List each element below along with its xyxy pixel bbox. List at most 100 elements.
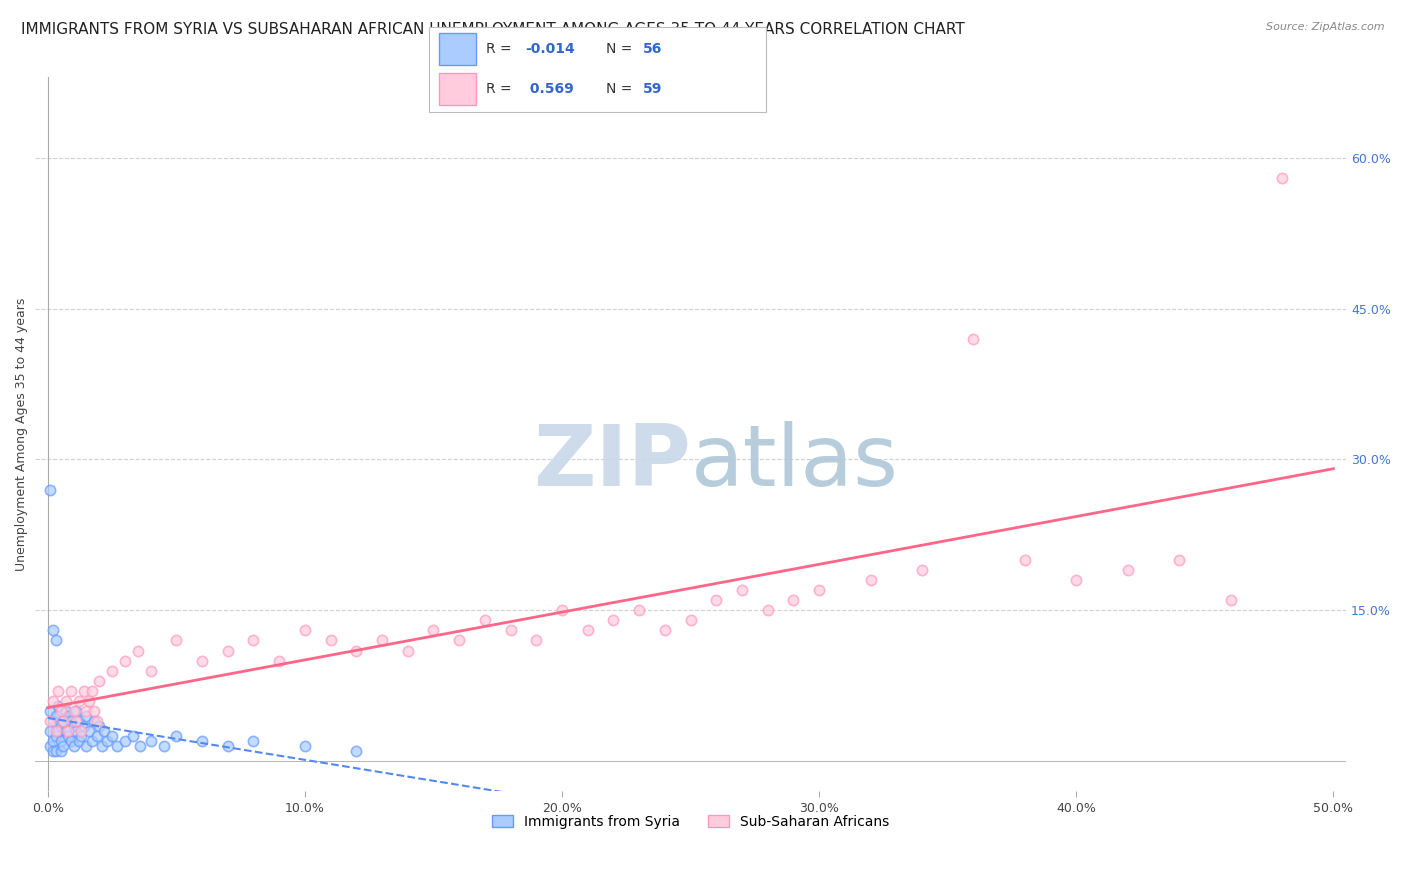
Point <box>654 624 676 638</box>
Point <box>70 729 93 743</box>
Point <box>65 704 87 718</box>
Point <box>44 633 66 648</box>
Point <box>679 613 702 627</box>
Point <box>73 719 96 733</box>
Text: R =: R = <box>486 82 516 95</box>
Point <box>89 673 111 688</box>
Point <box>114 654 136 668</box>
Point <box>42 714 65 728</box>
Point <box>704 593 727 607</box>
Point <box>93 723 115 738</box>
Point <box>90 739 112 753</box>
Point <box>808 583 831 598</box>
Legend: Immigrants from Syria, Sub-Saharan Africans: Immigrants from Syria, Sub-Saharan Afric… <box>486 809 894 834</box>
Point <box>344 744 367 758</box>
Point <box>524 633 547 648</box>
Point <box>42 744 65 758</box>
Point <box>962 332 984 346</box>
Point <box>39 704 62 718</box>
Bar <box>439 72 477 104</box>
Point <box>165 633 187 648</box>
Point <box>859 573 882 587</box>
Point <box>67 714 90 728</box>
Point <box>59 683 82 698</box>
Point <box>44 729 66 743</box>
Point <box>44 723 66 738</box>
Point <box>121 729 143 743</box>
Text: 0.569: 0.569 <box>524 82 574 95</box>
Point <box>42 624 65 638</box>
Point <box>80 734 103 748</box>
Text: -0.014: -0.014 <box>524 42 575 56</box>
Point <box>46 698 69 713</box>
Point <box>49 734 72 748</box>
Text: 56: 56 <box>643 42 662 56</box>
Point <box>73 683 96 698</box>
Point <box>396 643 419 657</box>
Point <box>576 624 599 638</box>
Point <box>58 709 80 723</box>
Point <box>65 723 87 738</box>
Point <box>101 664 124 678</box>
Point <box>58 723 80 738</box>
Text: R =: R = <box>486 42 516 56</box>
Point <box>49 704 72 718</box>
Point <box>191 734 214 748</box>
Point <box>127 643 149 657</box>
Point <box>44 744 66 758</box>
Point <box>42 734 65 748</box>
Text: ZIP: ZIP <box>533 421 690 504</box>
Point <box>83 714 105 728</box>
Point <box>731 583 754 598</box>
Point <box>52 714 75 728</box>
Point <box>1271 171 1294 186</box>
Point <box>499 624 522 638</box>
Point <box>911 563 934 577</box>
Point <box>39 714 62 728</box>
Text: 59: 59 <box>643 82 662 95</box>
Point <box>55 704 77 718</box>
Point <box>165 729 187 743</box>
Point <box>371 633 394 648</box>
Point <box>96 734 118 748</box>
Point <box>59 734 82 748</box>
Point <box>449 633 471 648</box>
Point <box>344 643 367 657</box>
Point <box>86 729 108 743</box>
Point <box>551 603 574 617</box>
Point <box>1014 553 1036 567</box>
Point <box>1064 573 1087 587</box>
Point <box>46 723 69 738</box>
Point <box>602 613 624 627</box>
Point <box>75 709 97 723</box>
Point <box>80 683 103 698</box>
Point <box>269 654 291 668</box>
Point <box>101 729 124 743</box>
Point <box>319 633 342 648</box>
Point <box>422 624 444 638</box>
Point <box>628 603 651 617</box>
Point <box>217 643 239 657</box>
Text: N =: N = <box>606 82 637 95</box>
Point <box>782 593 804 607</box>
Text: Source: ZipAtlas.com: Source: ZipAtlas.com <box>1267 22 1385 32</box>
Point <box>62 719 84 733</box>
Bar <box>439 33 477 65</box>
Point <box>42 694 65 708</box>
Text: N =: N = <box>606 42 637 56</box>
Point <box>242 734 264 748</box>
Y-axis label: Unemployment Among Ages 35 to 44 years: Unemployment Among Ages 35 to 44 years <box>15 298 28 571</box>
Point <box>152 739 174 753</box>
Point <box>62 704 84 718</box>
Point <box>70 723 93 738</box>
Point <box>1168 553 1191 567</box>
Point <box>83 704 105 718</box>
Point <box>294 739 316 753</box>
Point <box>75 739 97 753</box>
Point <box>49 719 72 733</box>
Point <box>67 694 90 708</box>
Point <box>55 723 77 738</box>
Point <box>105 739 128 753</box>
Point <box>39 723 62 738</box>
Point <box>77 694 100 708</box>
